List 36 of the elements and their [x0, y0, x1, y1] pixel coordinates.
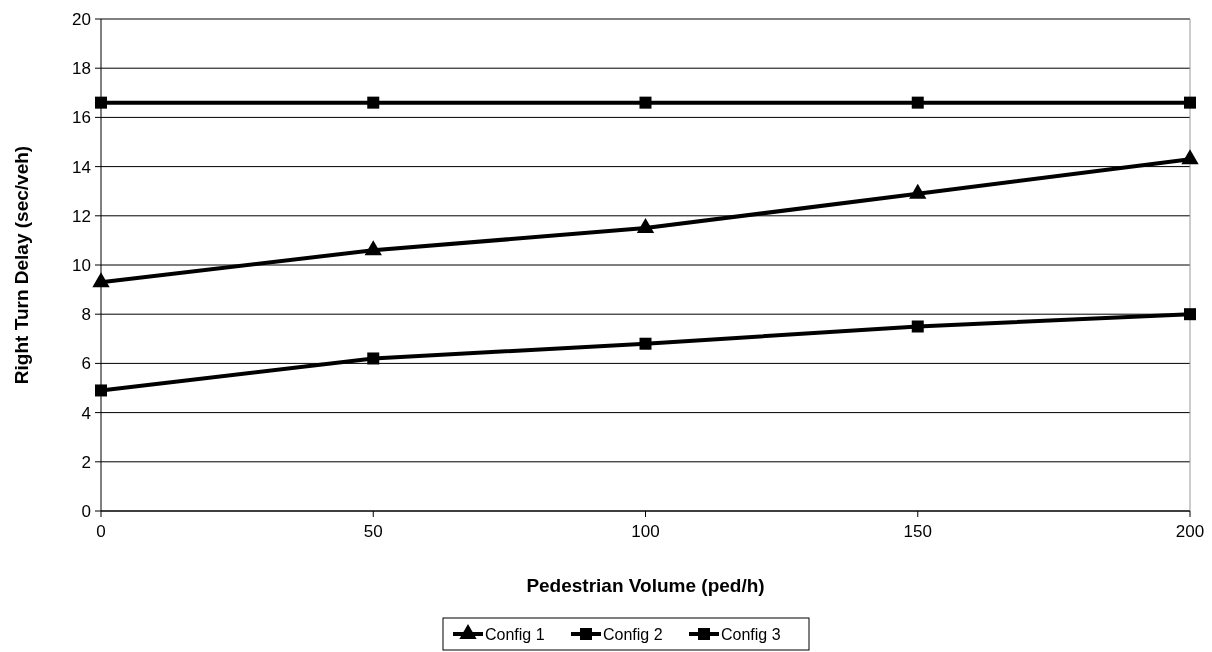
point: [639, 337, 652, 350]
y-tick-label: 4: [81, 403, 91, 423]
point: [1184, 308, 1196, 321]
y-axis-title: Right Turn Delay (sec/veh): [11, 145, 32, 385]
point: [364, 240, 382, 256]
y-tick-label: 6: [81, 354, 91, 374]
y-tick-label: 14: [72, 157, 91, 177]
point: [1181, 149, 1199, 165]
point: [911, 96, 924, 109]
y-tick-label: 20: [72, 9, 91, 29]
y-tick-label: 12: [72, 206, 91, 226]
point: [911, 320, 924, 333]
x-tick-label: 100: [631, 522, 660, 541]
point: [367, 352, 380, 365]
point: [636, 218, 655, 234]
point: [1184, 96, 1196, 109]
y-tick-label: 10: [72, 255, 91, 275]
y-tick-label: 0: [81, 501, 91, 521]
y-tick-label: 8: [81, 305, 91, 325]
point: [367, 96, 380, 109]
x-tick-label: 50: [363, 522, 383, 541]
legend-label: Config 2: [603, 625, 663, 643]
point: [92, 272, 110, 288]
y-tick-label: 16: [72, 108, 91, 128]
legend-label: Config 1: [485, 625, 545, 643]
legend-label: Config 3: [721, 625, 781, 643]
x-tick-label: 150: [903, 522, 932, 541]
x-tick-label: 0: [96, 522, 106, 541]
y-tick-label: 2: [81, 452, 91, 472]
point: [909, 183, 927, 199]
x-tick-label: 200: [1175, 522, 1205, 541]
x-axis-title: Pedestrian Volume (ped/h): [526, 575, 765, 596]
point: [95, 96, 107, 109]
point: [639, 96, 652, 109]
point: [95, 384, 107, 397]
y-tick-label: 18: [72, 59, 91, 79]
